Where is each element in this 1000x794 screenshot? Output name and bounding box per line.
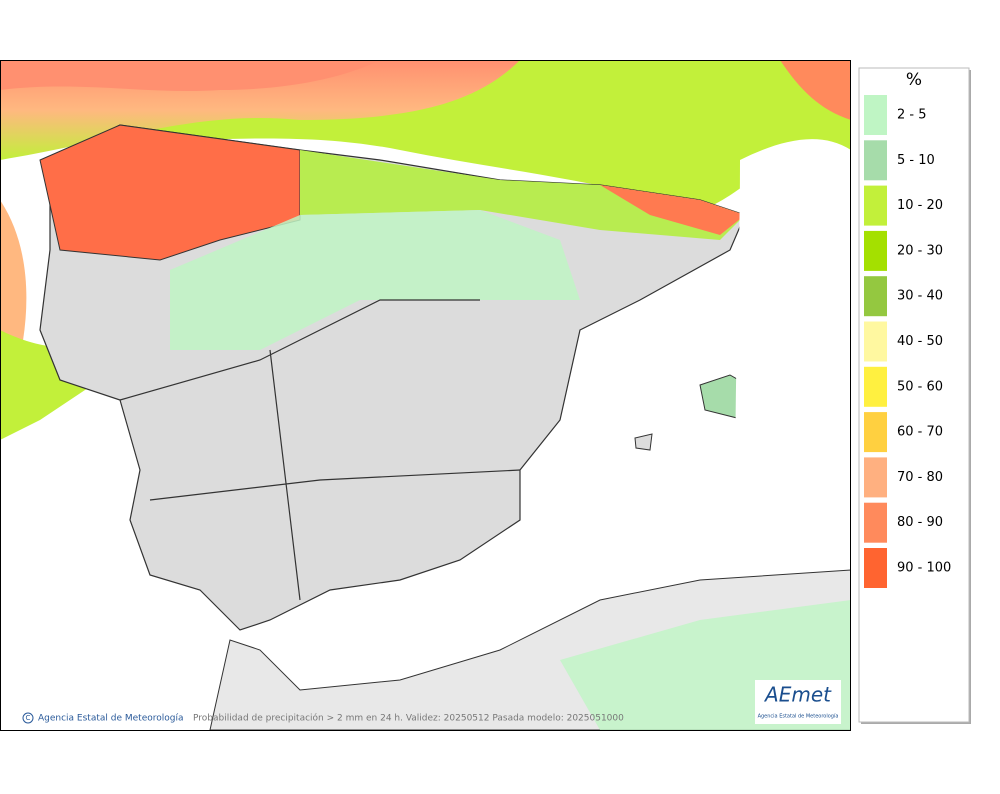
legend-unit: % [906,70,922,90]
precip-area [600,185,745,235]
sea [735,139,851,600]
legend-label: 30 - 40 [897,289,943,304]
credit: Agencia Estatal de Meteorología [38,714,184,724]
legend-swatch [864,230,887,271]
caption: Probabilidad de precipitación > 2 mm en … [193,713,624,724]
precip-area [780,60,851,120]
legend-label: 80 - 90 [897,515,943,530]
precip-area [170,210,580,350]
legend-label: 60 - 70 [897,425,943,440]
region-border [119,299,521,601]
logo: AEmet [763,683,832,707]
legend-swatch [864,412,887,453]
logo-box [755,680,841,724]
map-frame [0,60,851,731]
map [1,60,851,730]
legend-swatch [864,95,887,135]
legend-label: 10 - 20 [897,198,943,213]
island [634,433,653,451]
legend-label: 50 - 60 [897,379,943,394]
legend-items: 2 - 5 5 - 10 10 - 20 20 - 30 30 - 40 40 - 50 5… [864,95,951,588]
legend-label: 70 - 80 [897,470,943,485]
legend-swatch [864,185,887,226]
precip-area [1,60,380,92]
legend-swatch [864,140,887,181]
precip-area [39,124,301,261]
legend-label: 5 - 10 [897,153,935,168]
legend-swatch [864,548,887,588]
legend-swatch [864,276,887,317]
copyright-symbol: C [26,714,31,722]
legend-swatch [864,457,887,498]
legend-label: 20 - 30 [897,243,943,258]
legend-swatch [864,502,887,543]
precip-area [300,150,745,240]
copyright-icon [22,712,34,724]
legend-swatch [864,321,887,362]
logo-subtitle: Agencia Estatal de Meteorología [758,713,839,720]
legend-swatch [864,366,887,407]
legend-label: 2 - 5 [897,108,927,123]
legend-label: 90 - 100 [897,561,951,576]
legend-label: 40 - 50 [897,334,943,349]
